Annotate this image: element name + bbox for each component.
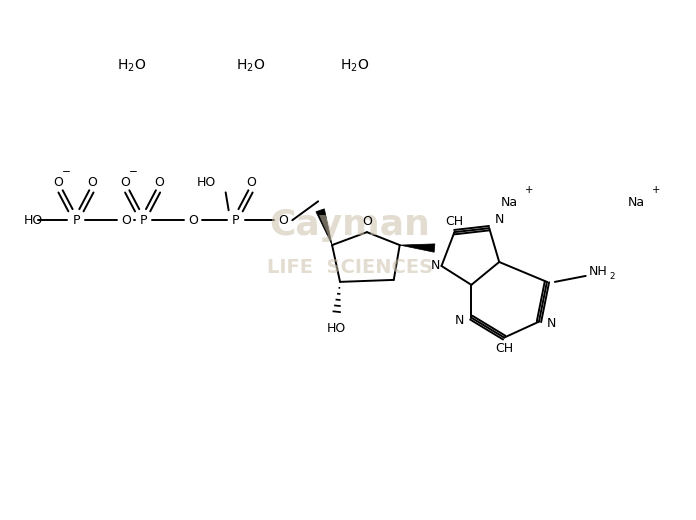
Text: −: − bbox=[129, 167, 138, 177]
Text: P: P bbox=[72, 214, 80, 227]
Text: O: O bbox=[362, 215, 372, 228]
Text: O: O bbox=[154, 176, 164, 189]
Text: N: N bbox=[431, 259, 440, 272]
Text: O: O bbox=[120, 176, 130, 189]
Polygon shape bbox=[400, 244, 435, 252]
Text: HO: HO bbox=[24, 214, 43, 227]
Text: Na: Na bbox=[500, 196, 518, 209]
Text: N: N bbox=[547, 317, 557, 330]
Text: $\mathregular{H_2O}$: $\mathregular{H_2O}$ bbox=[340, 58, 370, 74]
Text: −: − bbox=[62, 167, 71, 177]
Text: O: O bbox=[278, 214, 288, 227]
Text: HO: HO bbox=[196, 176, 216, 189]
Text: +: + bbox=[525, 185, 533, 196]
Text: Na: Na bbox=[628, 196, 645, 209]
Text: O: O bbox=[54, 176, 63, 189]
Text: N: N bbox=[494, 213, 504, 226]
Text: $\mathregular{H_2O}$: $\mathregular{H_2O}$ bbox=[116, 58, 145, 74]
Text: P: P bbox=[232, 214, 239, 227]
Text: N: N bbox=[454, 314, 464, 327]
Text: HO: HO bbox=[326, 322, 346, 335]
Text: O: O bbox=[188, 214, 198, 227]
Text: O: O bbox=[121, 214, 131, 227]
Polygon shape bbox=[316, 209, 332, 245]
Text: P: P bbox=[139, 214, 147, 227]
Text: O: O bbox=[88, 176, 97, 189]
Text: 2: 2 bbox=[610, 272, 615, 281]
Text: LIFE  SCIENCES: LIFE SCIENCES bbox=[267, 258, 433, 278]
Text: NH: NH bbox=[589, 265, 608, 278]
Text: +: + bbox=[652, 185, 661, 196]
Text: Cayman: Cayman bbox=[269, 208, 430, 242]
Text: CH: CH bbox=[445, 215, 464, 228]
Text: O: O bbox=[246, 176, 256, 189]
Text: $\mathregular{H_2O}$: $\mathregular{H_2O}$ bbox=[236, 58, 265, 74]
Text: CH: CH bbox=[495, 342, 513, 355]
